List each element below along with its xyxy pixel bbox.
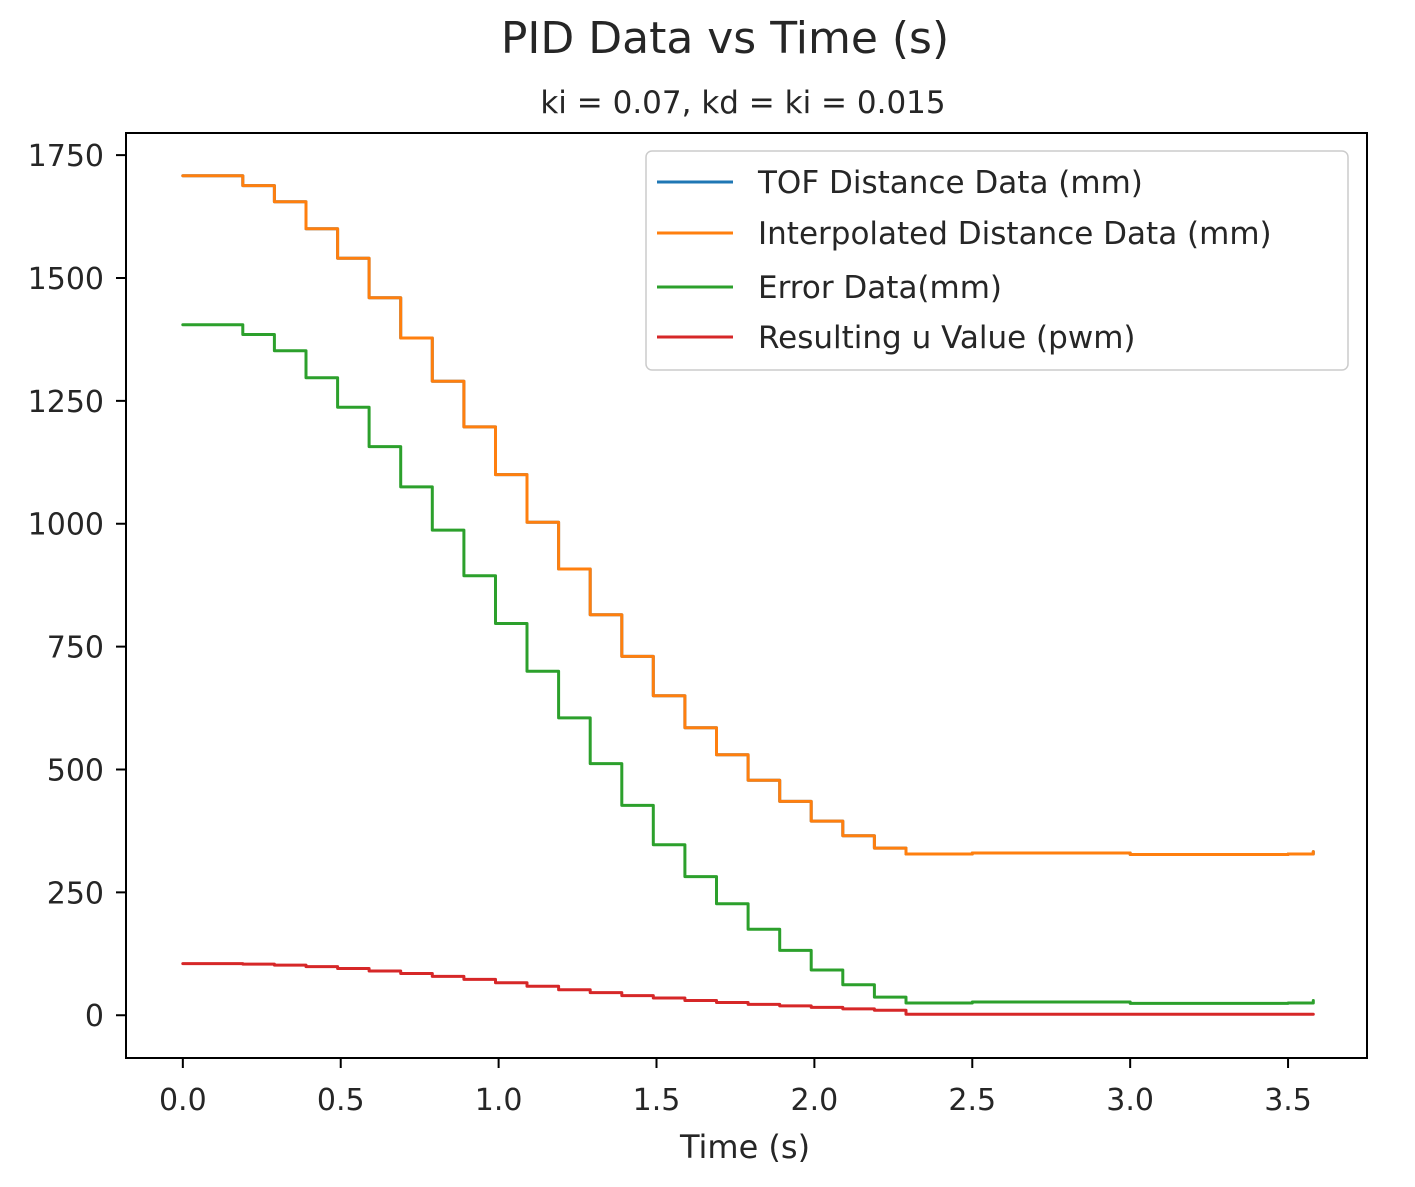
chart-title: PID Data vs Time (s) [501,13,949,64]
legend-label-1: Interpolated Distance Data (mm) [758,216,1272,252]
x-axis: 0.0 0.5 1.0 1.5 2.0 2.5 3.0 3.5 [159,1058,1312,1118]
series-line-1 [181,174,1315,856]
chart-subtitle: ki = 0.07, kd = ki = 0.015 [540,85,945,121]
legend-label-0: TOF Distance Data (mm) [757,165,1143,201]
y-tick-label: 750 [47,631,104,666]
legend-label-2: Error Data(mm) [758,270,1002,306]
y-tick-label: 1250 [28,385,104,420]
y-tick-label: 0 [85,999,104,1034]
x-tick-label: 0.5 [317,1083,365,1118]
series-line-2 [181,323,1315,1005]
y-axis: 0 250 500 750 1000 1250 1500 1750 [28,139,126,1034]
y-tick-label: 1000 [28,508,104,543]
legend-label-3: Resulting u Value (pwm) [758,320,1135,356]
plot-frame [125,132,1368,1059]
legend-box [645,150,1349,371]
x-tick-label: 2.0 [791,1083,839,1118]
x-tick-label: 2.5 [948,1083,996,1118]
x-axis-label: Time (s) [679,1128,810,1166]
y-tick-label: 250 [47,876,104,911]
series-line-3 [181,962,1315,1016]
legend: TOF Distance Data (mm) Interpolated Dista… [645,150,1349,371]
x-tick-label: 1.5 [633,1083,681,1118]
y-tick-label: 1750 [28,139,104,174]
y-tick-label: 500 [47,753,104,788]
x-tick-label: 0.0 [159,1083,207,1118]
y-tick-label: 1500 [28,262,104,297]
x-tick-label: 1.0 [475,1083,523,1118]
x-tick-label: 3.0 [1106,1083,1154,1118]
series-layer [181,174,1315,1016]
x-tick-label: 3.5 [1264,1083,1312,1118]
